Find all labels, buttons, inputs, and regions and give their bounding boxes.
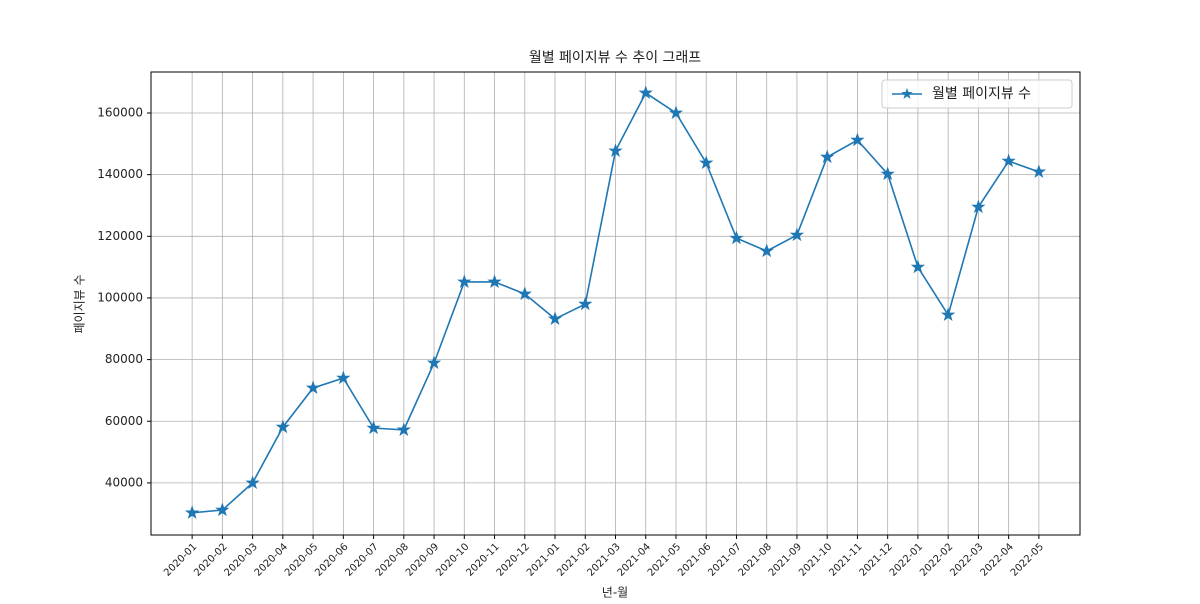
chart-title: 월별 페이지뷰 수 추이 그래프: [529, 50, 701, 66]
legend-box: [881, 79, 1073, 109]
marker: [759, 243, 774, 258]
marker: [638, 85, 653, 100]
marker: [729, 230, 744, 245]
y-tick-label: 80000: [105, 352, 143, 366]
x-axis-label: 년-월: [602, 586, 628, 600]
marker: [517, 286, 532, 301]
marker: [608, 143, 623, 158]
marker: [366, 420, 381, 435]
marker: [275, 419, 291, 434]
marker: [487, 274, 502, 289]
y-tick-label: 100000: [97, 290, 143, 304]
marker: [910, 259, 926, 274]
marker: [789, 227, 805, 242]
y-tick-label: 120000: [97, 229, 143, 243]
legend-label: 월별 페이지뷰 수: [932, 86, 1031, 102]
marker: [820, 149, 835, 164]
marker: [245, 475, 260, 489]
marker: [305, 380, 321, 395]
y-tick-label: 140000: [97, 167, 143, 181]
marker: [1031, 164, 1047, 178]
marker: [1001, 153, 1016, 168]
marker: [668, 105, 684, 120]
marker: [184, 505, 200, 519]
marker: [971, 199, 986, 214]
y-tick-label: 160000: [97, 105, 143, 119]
marker: [457, 274, 472, 289]
marker: [699, 155, 714, 170]
marker: [396, 422, 411, 436]
marker: [215, 502, 230, 517]
marker: [880, 166, 895, 181]
legend-marker: [901, 88, 913, 99]
marker: [850, 132, 865, 147]
marker: [547, 311, 563, 326]
plot-frame: [150, 71, 1081, 536]
marker: [426, 355, 442, 370]
y-tick-label: 40000: [105, 475, 143, 489]
marker: [578, 296, 593, 311]
y-axis-label: 페이지뷰 수: [73, 274, 87, 333]
y-tick-label: 60000: [105, 414, 143, 428]
marker: [940, 307, 956, 321]
marker: [336, 370, 351, 385]
